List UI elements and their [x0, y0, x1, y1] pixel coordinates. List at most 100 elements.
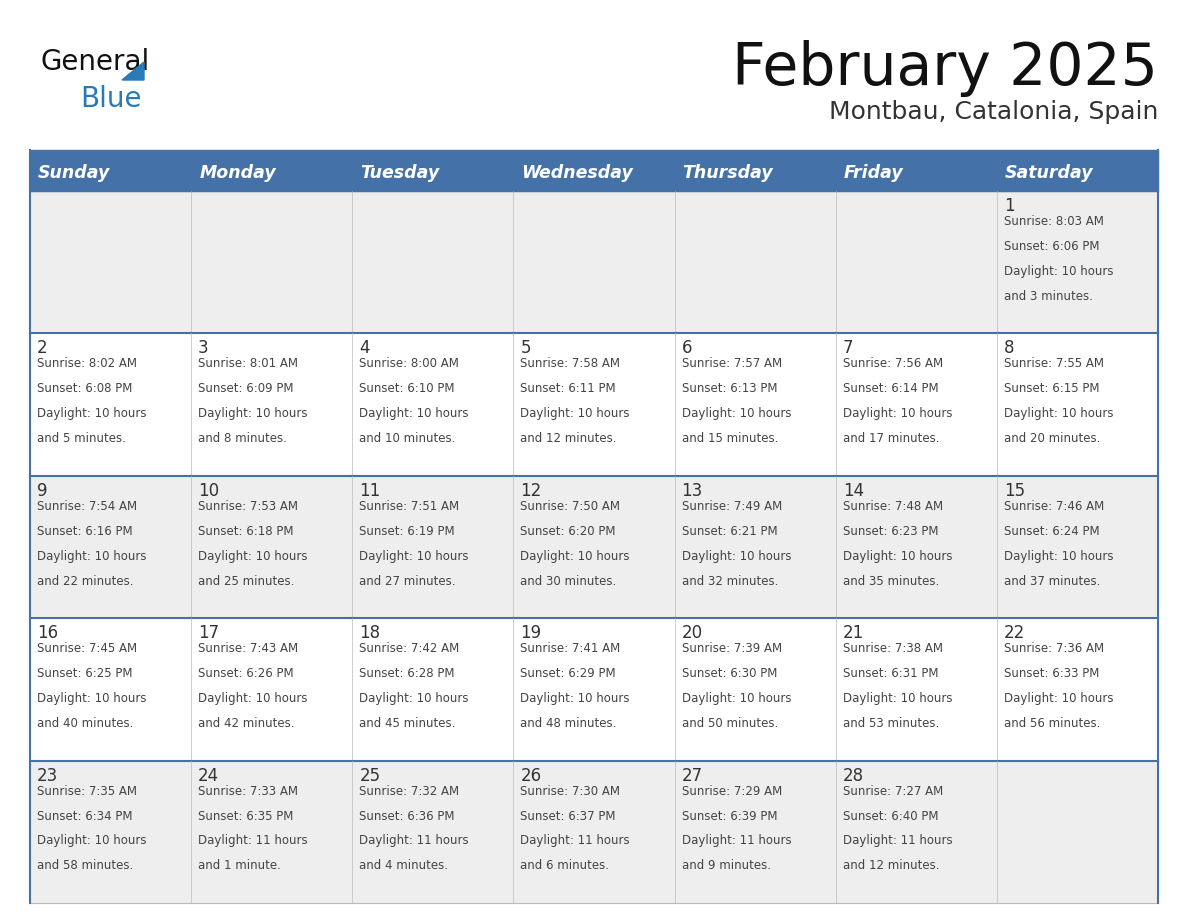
Text: and 35 minutes.: and 35 minutes. — [842, 575, 939, 588]
Text: 15: 15 — [1004, 482, 1025, 499]
Text: Sunset: 6:19 PM: Sunset: 6:19 PM — [359, 525, 455, 538]
Text: and 12 minutes.: and 12 minutes. — [520, 432, 617, 445]
Text: 17: 17 — [198, 624, 220, 643]
Text: 21: 21 — [842, 624, 864, 643]
Text: 20: 20 — [682, 624, 702, 643]
Text: and 9 minutes.: and 9 minutes. — [682, 859, 771, 872]
Text: Sunset: 6:24 PM: Sunset: 6:24 PM — [1004, 525, 1099, 538]
Text: 1: 1 — [1004, 197, 1015, 215]
Text: Sunrise: 7:53 AM: Sunrise: 7:53 AM — [198, 499, 298, 513]
Bar — [997, 761, 1158, 903]
Text: Sunrise: 8:03 AM: Sunrise: 8:03 AM — [1004, 215, 1104, 228]
Text: and 50 minutes.: and 50 minutes. — [682, 717, 778, 730]
Text: 6: 6 — [682, 340, 693, 357]
Text: Sunrise: 7:48 AM: Sunrise: 7:48 AM — [842, 499, 943, 513]
Text: Sunset: 6:10 PM: Sunset: 6:10 PM — [359, 382, 455, 396]
Text: Sunrise: 7:51 AM: Sunrise: 7:51 AM — [359, 499, 460, 513]
Text: Sunrise: 7:55 AM: Sunrise: 7:55 AM — [1004, 357, 1104, 370]
Text: 18: 18 — [359, 624, 380, 643]
Text: Daylight: 10 hours: Daylight: 10 hours — [198, 550, 308, 563]
Text: Sunset: 6:14 PM: Sunset: 6:14 PM — [842, 382, 939, 396]
Text: Daylight: 10 hours: Daylight: 10 hours — [1004, 550, 1113, 563]
Text: Daylight: 10 hours: Daylight: 10 hours — [1004, 408, 1113, 420]
Text: Sunrise: 7:39 AM: Sunrise: 7:39 AM — [682, 643, 782, 655]
Text: Daylight: 10 hours: Daylight: 10 hours — [842, 692, 953, 705]
Bar — [513, 155, 675, 191]
Bar — [191, 761, 353, 903]
Text: Daylight: 10 hours: Daylight: 10 hours — [359, 408, 469, 420]
Text: 19: 19 — [520, 624, 542, 643]
Text: and 3 minutes.: and 3 minutes. — [1004, 290, 1093, 303]
Text: Sunrise: 7:42 AM: Sunrise: 7:42 AM — [359, 643, 460, 655]
Text: Sunrise: 7:35 AM: Sunrise: 7:35 AM — [37, 785, 137, 798]
Text: Sunrise: 7:45 AM: Sunrise: 7:45 AM — [37, 643, 137, 655]
Text: and 22 minutes.: and 22 minutes. — [37, 575, 133, 588]
Bar — [835, 191, 997, 333]
Bar — [30, 333, 191, 476]
Text: and 20 minutes.: and 20 minutes. — [1004, 432, 1100, 445]
Text: 4: 4 — [359, 340, 369, 357]
Text: Sunset: 6:39 PM: Sunset: 6:39 PM — [682, 810, 777, 823]
Text: Sunset: 6:25 PM: Sunset: 6:25 PM — [37, 667, 133, 680]
Bar — [513, 761, 675, 903]
Text: and 40 minutes.: and 40 minutes. — [37, 717, 133, 730]
Text: 28: 28 — [842, 767, 864, 785]
Text: Daylight: 10 hours: Daylight: 10 hours — [682, 550, 791, 563]
Text: General: General — [40, 48, 150, 76]
Text: Sunset: 6:30 PM: Sunset: 6:30 PM — [682, 667, 777, 680]
Text: Daylight: 10 hours: Daylight: 10 hours — [359, 550, 469, 563]
Text: Sunrise: 7:54 AM: Sunrise: 7:54 AM — [37, 499, 137, 513]
Text: and 56 minutes.: and 56 minutes. — [1004, 717, 1100, 730]
Text: and 8 minutes.: and 8 minutes. — [198, 432, 287, 445]
Text: Sunrise: 7:27 AM: Sunrise: 7:27 AM — [842, 785, 943, 798]
Text: Sunset: 6:37 PM: Sunset: 6:37 PM — [520, 810, 615, 823]
Bar — [835, 333, 997, 476]
Bar — [675, 761, 835, 903]
Text: Daylight: 10 hours: Daylight: 10 hours — [520, 692, 630, 705]
Bar — [191, 618, 353, 761]
Bar — [675, 191, 835, 333]
Text: Daylight: 10 hours: Daylight: 10 hours — [37, 834, 146, 847]
Text: 13: 13 — [682, 482, 703, 499]
Text: and 37 minutes.: and 37 minutes. — [1004, 575, 1100, 588]
Text: Daylight: 10 hours: Daylight: 10 hours — [682, 408, 791, 420]
Text: Sunset: 6:36 PM: Sunset: 6:36 PM — [359, 810, 455, 823]
Text: Sunset: 6:18 PM: Sunset: 6:18 PM — [198, 525, 293, 538]
Text: 12: 12 — [520, 482, 542, 499]
Bar — [675, 155, 835, 191]
Text: Sunset: 6:16 PM: Sunset: 6:16 PM — [37, 525, 133, 538]
Text: and 6 minutes.: and 6 minutes. — [520, 859, 609, 872]
Text: 2: 2 — [37, 340, 48, 357]
Bar — [30, 150, 1158, 155]
Bar — [997, 476, 1158, 618]
Text: Daylight: 10 hours: Daylight: 10 hours — [37, 692, 146, 705]
Bar — [513, 333, 675, 476]
Text: Sunset: 6:06 PM: Sunset: 6:06 PM — [1004, 240, 1099, 253]
Text: Daylight: 10 hours: Daylight: 10 hours — [198, 692, 308, 705]
Text: Sunrise: 7:58 AM: Sunrise: 7:58 AM — [520, 357, 620, 370]
Text: Sunrise: 8:01 AM: Sunrise: 8:01 AM — [198, 357, 298, 370]
Text: and 53 minutes.: and 53 minutes. — [842, 717, 939, 730]
Bar — [353, 618, 513, 761]
Text: 9: 9 — [37, 482, 48, 499]
Text: Daylight: 10 hours: Daylight: 10 hours — [682, 692, 791, 705]
Text: 25: 25 — [359, 767, 380, 785]
Text: Monday: Monday — [200, 164, 276, 182]
Text: Sunset: 6:34 PM: Sunset: 6:34 PM — [37, 810, 133, 823]
Text: 10: 10 — [198, 482, 220, 499]
Bar — [835, 761, 997, 903]
Text: Wednesday: Wednesday — [522, 164, 633, 182]
Text: and 12 minutes.: and 12 minutes. — [842, 859, 940, 872]
Text: Sunrise: 8:00 AM: Sunrise: 8:00 AM — [359, 357, 459, 370]
Text: 7: 7 — [842, 340, 853, 357]
Text: Sunset: 6:40 PM: Sunset: 6:40 PM — [842, 810, 939, 823]
Text: Daylight: 11 hours: Daylight: 11 hours — [682, 834, 791, 847]
Text: Sunrise: 8:02 AM: Sunrise: 8:02 AM — [37, 357, 137, 370]
Text: Sunrise: 7:41 AM: Sunrise: 7:41 AM — [520, 643, 620, 655]
Polygon shape — [122, 62, 144, 80]
Text: Sunset: 6:20 PM: Sunset: 6:20 PM — [520, 525, 615, 538]
Text: and 17 minutes.: and 17 minutes. — [842, 432, 940, 445]
Text: Daylight: 10 hours: Daylight: 10 hours — [37, 408, 146, 420]
Bar — [30, 618, 191, 761]
Text: 5: 5 — [520, 340, 531, 357]
